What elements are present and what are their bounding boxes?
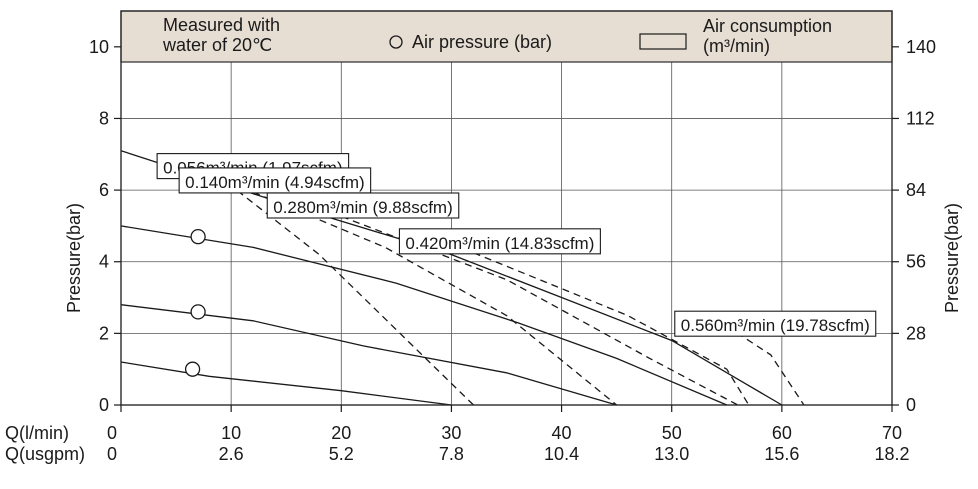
air-pressure-marker <box>190 304 206 320</box>
y-axis-label: Pressure(bar) <box>64 203 84 313</box>
consumption-label: 0.560m³/min (19.78scfm) <box>674 310 877 337</box>
air-pressure-marker <box>190 229 206 245</box>
air-pressure-marker <box>184 361 201 377</box>
consumption-label: 0.140m³/min (4.94scfm) <box>178 167 372 194</box>
y-tick-label: 4 <box>99 252 109 272</box>
consumption-labels: 0.056m³/min (1.97scfm)0.140m³/min (4.94s… <box>156 153 877 337</box>
legend-note-line-2: water of 20℃ <box>162 35 272 55</box>
x-tick-label-lpm: 50 <box>662 423 682 443</box>
x-tick-label-usgpm: 10.4 <box>544 444 579 464</box>
y2-axis-ticks: 0 28 56 84 112 140 <box>892 37 936 415</box>
x-tick-label-usgpm: 0 <box>107 444 117 464</box>
legend-background <box>120 10 893 63</box>
x-tick-label-lpm: 10 <box>221 423 241 443</box>
x-tick-label-lpm: 60 <box>772 423 792 443</box>
y2-tick-label: 140 <box>906 37 936 57</box>
y-tick-label: 10 <box>89 37 109 57</box>
y2-axis-label: Pressure(bar) <box>942 203 962 313</box>
plot-frame <box>120 10 893 406</box>
consumption-label-text: 0.140m³/min (4.94scfm) <box>185 173 365 192</box>
consumption-label-box <box>398 228 601 255</box>
consumption-label-box <box>178 167 372 194</box>
legend: Measured with water of 20℃ Air pressure … <box>120 10 893 63</box>
consumption-label-box <box>266 192 460 219</box>
y-tick-label: 0 <box>99 395 109 415</box>
consumption-label-text: 0.560m³/min (19.78scfm) <box>681 316 870 335</box>
air-consumption-curve <box>451 243 750 406</box>
y2-tick-label: 56 <box>906 252 926 272</box>
y-axis-ticks: 0 2 4 6 8 10 <box>89 37 121 415</box>
x-tick-label-lpm: 30 <box>441 423 461 443</box>
air-consumption-legend-marker <box>639 33 687 50</box>
air-pressure-curve <box>120 304 617 406</box>
consumption-label: 0.280m³/min (9.88scfm) <box>266 192 460 219</box>
x-tick-label-usgpm: 2.6 <box>219 444 244 464</box>
legend-air-pressure-label: Air pressure (bar) <box>412 32 552 52</box>
y2-tick-label: 112 <box>906 108 935 128</box>
y-tick-label: 2 <box>99 323 109 343</box>
air-pressure-curve <box>120 150 783 406</box>
air-pressure-legend-marker <box>389 35 403 49</box>
legend-air-consumption-line-1: Air consumption <box>703 16 832 36</box>
x-axis-label-lpm: Q(l/min) <box>5 423 69 443</box>
consumption-label-box <box>674 310 877 337</box>
x-tick-label-usgpm: 15.6 <box>764 444 799 464</box>
x-tick-label-lpm: 40 <box>552 423 572 443</box>
x-tick-label-lpm: 0 <box>107 423 117 443</box>
consumption-label-text: 0.280m³/min (9.88scfm) <box>273 198 453 217</box>
legend-note-line-1: Measured with <box>163 15 280 35</box>
air-consumption-curve <box>208 168 474 406</box>
x-tick-label-usgpm: 18.2 <box>874 444 909 464</box>
air-consumption-curve <box>230 182 618 406</box>
y-tick-label: 8 <box>99 108 109 128</box>
legend-air-consumption-line-2: (m³/min) <box>703 36 770 56</box>
consumption-label: 0.420m³/min (14.83scfm) <box>398 228 601 255</box>
x-axis-label-usgpm: Q(usgpm) <box>5 444 85 464</box>
air-consumption-curve <box>726 325 805 406</box>
consumption-label-text: 0.420m³/min (14.83scfm) <box>405 234 594 253</box>
x-tick-label-usgpm: 13.0 <box>654 444 689 464</box>
air-pressure-curve <box>120 361 452 406</box>
grid-lines <box>121 11 892 405</box>
y2-tick-label: 84 <box>906 180 926 200</box>
y2-tick-label: 28 <box>906 323 926 343</box>
y2-tick-label: 0 <box>906 395 916 415</box>
y-tick-label: 6 <box>99 180 109 200</box>
x-tick-label-lpm: 70 <box>882 423 902 443</box>
x-tick-label-usgpm: 7.8 <box>439 444 464 464</box>
air-pressure-curve <box>120 225 728 406</box>
x-tick-label-usgpm: 5.2 <box>329 444 354 464</box>
x-tick-label-lpm: 20 <box>331 423 351 443</box>
